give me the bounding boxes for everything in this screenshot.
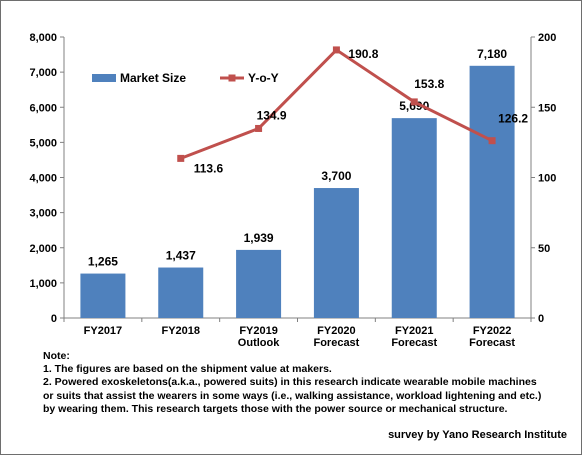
x-category-label: Outlook	[238, 337, 280, 346]
left-tick-label: 0	[51, 313, 57, 325]
x-category-label: FY2017	[84, 325, 123, 337]
bar-value-label: 7,180	[477, 47, 507, 61]
right-tick-label: 100	[538, 173, 556, 185]
right-tick-label: 50	[538, 243, 550, 255]
note-line-2: 2. Powered exoskeletons(a.k.a., powered …	[43, 376, 537, 389]
bar-market-size	[236, 249, 282, 318]
x-category-label: FY2019	[239, 325, 278, 337]
yoy-value-label: 190.8	[348, 47, 378, 61]
x-category-label: Forecast	[391, 337, 437, 346]
bar-value-label: 3,700	[321, 169, 351, 183]
yoy-value-label: 126.2	[498, 112, 528, 126]
left-tick-label: 1,000	[29, 278, 57, 290]
yoy-value-label: 113.6	[194, 161, 224, 175]
x-category-label: FY2020	[317, 325, 356, 337]
bar-value-label: 1,437	[166, 249, 196, 263]
left-tick-label: 3,000	[29, 208, 57, 220]
note-line-3: or suits that assist the wearers in some…	[43, 389, 542, 402]
right-tick-label: 0	[538, 313, 544, 325]
marker-yoy	[177, 154, 185, 162]
marker-yoy	[332, 46, 340, 54]
bar-market-size	[469, 65, 515, 319]
x-category-label: Forecast	[469, 337, 515, 346]
left-tick-label: 7,000	[29, 67, 57, 79]
legend-swatch-market-size	[92, 74, 116, 82]
line-yoy	[180, 47, 493, 160]
note-line-4: by wearing them. This research targets t…	[43, 402, 508, 415]
notes-heading: Note:	[43, 350, 70, 362]
legend-label-market-size: Market Size	[120, 71, 186, 85]
left-tick-label: 8,000	[29, 32, 57, 44]
source-credit: survey by Yano Research Institute	[388, 429, 567, 441]
left-tick-label: 5,000	[29, 137, 57, 149]
bar-market-size	[80, 273, 126, 318]
bar-market-size	[158, 267, 204, 318]
notes: Note: 1. The figures are based on the sh…	[43, 350, 573, 416]
bar-market-size	[391, 118, 437, 318]
left-tick-label: 4,000	[29, 173, 57, 185]
marker-yoy	[488, 137, 496, 145]
bar-value-label: 1,939	[244, 231, 274, 245]
yoy-value-label: 134.9	[257, 108, 287, 122]
marker-yoy	[410, 98, 418, 106]
x-category-label: FY2021	[395, 325, 434, 337]
bar-value-label: 1,265	[88, 255, 118, 269]
x-category-label: FY2018	[161, 325, 200, 337]
yoy-value-label: 153.8	[414, 77, 444, 91]
note-line-1: 1. The figures are based on the shipment…	[43, 363, 332, 376]
legend-label-yoy: Y-o-Y	[248, 71, 279, 85]
right-tick-label: 200	[538, 32, 556, 44]
right-tick-label: 150	[538, 102, 556, 114]
bar-market-size	[313, 188, 359, 318]
left-tick-label: 2,000	[29, 243, 57, 255]
bar-value-label: 5,690	[399, 99, 429, 113]
combo-chart: 0 1,000 2,000 3,000 4,000 5,000 6,000 7,000 8,00…	[29, 32, 556, 346]
marker-yoy	[255, 124, 263, 132]
x-category-label: FY2022	[473, 325, 512, 337]
left-tick-label: 6,000	[29, 102, 57, 114]
legend-marker-yoy	[228, 74, 236, 82]
x-category-label: Forecast	[313, 337, 359, 346]
